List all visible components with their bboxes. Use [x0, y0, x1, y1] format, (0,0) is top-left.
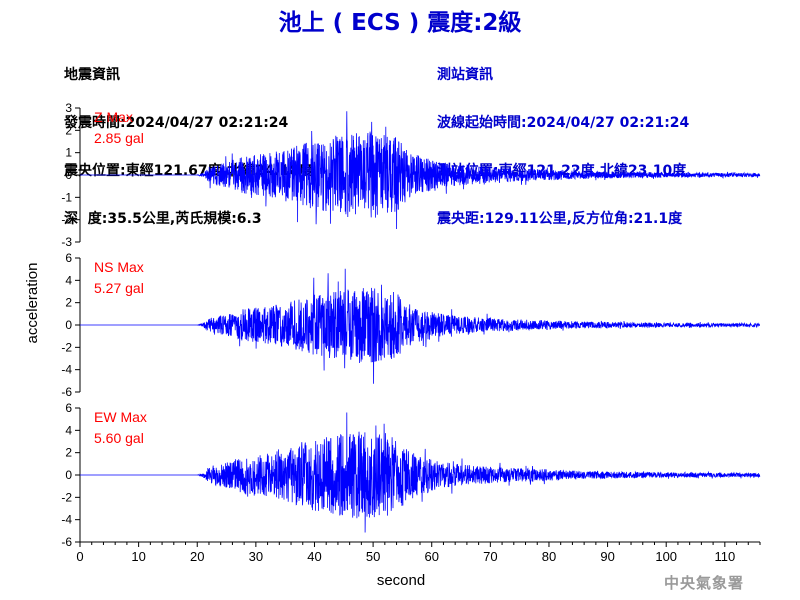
- y-tick-label: 2: [65, 123, 72, 137]
- max-value-ew: 5.60 gal: [94, 430, 144, 446]
- y-tick-label: -4: [61, 363, 72, 377]
- y-tick-label: -1: [61, 190, 72, 204]
- y-tick-label: 0: [65, 468, 72, 482]
- waveform-ns: [80, 268, 760, 384]
- x-axis-label: second: [377, 572, 425, 589]
- y-tick-label: -3: [61, 235, 72, 249]
- x-tick-label: 60: [424, 549, 438, 564]
- footer-agency: 中央氣象署: [663, 574, 744, 592]
- x-tick-label: 70: [483, 549, 497, 564]
- y-tick-label: -6: [61, 385, 72, 399]
- quake-time: 發震時間:2024/04/27 02:21:24: [64, 115, 289, 131]
- station-distance: 震央距:129.11公里,反方位角:21.1度: [437, 211, 683, 227]
- y-tick-label: 2: [65, 296, 72, 310]
- component-label-z: Z Max: [94, 109, 133, 125]
- station-info-heading: 測站資訊: [437, 67, 493, 83]
- y-tick-label: 6: [65, 251, 72, 265]
- y-tick-label: 6: [65, 401, 72, 415]
- y-tick-label: -2: [61, 213, 72, 227]
- x-tick-label: 20: [190, 549, 204, 564]
- x-tick-label: 40: [307, 549, 321, 564]
- y-tick-label: -2: [61, 340, 72, 354]
- y-axis-label: acceleration: [24, 263, 41, 344]
- component-label-ew: EW Max: [94, 409, 147, 425]
- waveform-ew: [80, 412, 761, 533]
- x-tick-label: 100: [655, 549, 677, 564]
- x-tick-label: 50: [366, 549, 380, 564]
- max-value-z: 2.85 gal: [94, 130, 144, 146]
- x-tick-label: 0: [76, 549, 83, 564]
- waveform-z: [80, 111, 761, 230]
- y-tick-label: 2: [65, 446, 72, 460]
- y-tick-label: 3: [65, 101, 72, 115]
- y-tick-label: -6: [61, 535, 72, 549]
- component-label-ns: NS Max: [94, 259, 144, 275]
- y-tick-label: -4: [61, 513, 72, 527]
- y-tick-label: 4: [65, 423, 72, 437]
- x-tick-label: 10: [131, 549, 145, 564]
- chart-title: 池上 ( ECS ) 震度:2級: [278, 10, 522, 36]
- x-tick-label: 90: [600, 549, 614, 564]
- max-value-ns: 5.27 gal: [94, 280, 144, 296]
- y-tick-label: 0: [65, 168, 72, 182]
- x-tick-label: 110: [714, 549, 735, 564]
- y-tick-label: 1: [65, 146, 72, 160]
- station-wave-start: 波線起始時間:2024/04/27 02:21:24: [437, 115, 690, 131]
- x-tick-label: 30: [249, 549, 263, 564]
- quake-info-heading: 地震資訊: [64, 67, 120, 83]
- y-tick-label: 0: [65, 318, 72, 332]
- y-tick-label: -2: [61, 490, 72, 504]
- x-tick-label: 80: [542, 549, 556, 564]
- quake-depth-magnitude: 深 度:35.5公里,芮氏規模:6.3: [64, 211, 262, 227]
- y-tick-label: 4: [65, 273, 72, 287]
